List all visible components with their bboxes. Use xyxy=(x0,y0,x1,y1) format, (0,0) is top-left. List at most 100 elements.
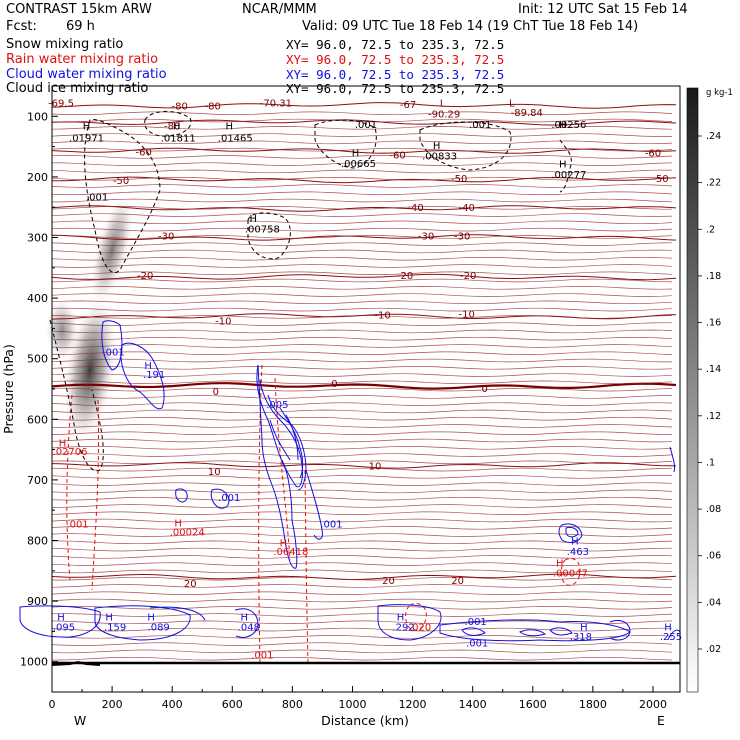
isotherm-minor-line xyxy=(51,409,673,414)
isotherm-minor-line xyxy=(51,613,673,617)
colorbar-tick-label: .12 xyxy=(706,411,721,422)
x-tick-label: 2000 xyxy=(639,698,667,711)
colorbar-tick-label: .08 xyxy=(706,504,721,515)
isotherm-minor-line xyxy=(51,649,673,654)
colorbar-unit: g kg-1 xyxy=(706,88,733,98)
isotherm-label: L xyxy=(509,98,515,109)
colorbar-ticks: .24 .22 .2 .18 .16 .14 .12 .1 .08 .06 .04 .02 xyxy=(698,131,721,655)
field-xy-cloud-water: XY= 96.0, 72.5 to 235.3, 72.5 xyxy=(286,67,505,82)
extremum-label: .255 xyxy=(660,632,682,643)
x-axis-label: Distance (km) xyxy=(321,713,409,728)
isotherm-minor-line xyxy=(51,416,673,421)
extremum-label: H xyxy=(556,558,564,569)
isotherm-minor-line xyxy=(51,133,673,137)
extremum-label: H xyxy=(144,361,152,372)
y-tick-label: 700 xyxy=(27,474,48,487)
isotherm-label: -50 xyxy=(113,176,129,187)
isotherm-minor-line xyxy=(51,264,673,268)
extremum-label: H xyxy=(173,121,181,132)
x-tick-label: 1800 xyxy=(579,698,607,711)
isotherm-minor-line xyxy=(51,606,673,610)
colorbar-tick-label: .14 xyxy=(706,364,721,375)
extremum-label: H xyxy=(59,438,67,449)
extremum-label: .001 xyxy=(66,520,88,531)
field-xy-cloud-ice: XY= 96.0, 72.5 to 235.3, 72.5 xyxy=(286,81,505,96)
isotherm-line xyxy=(51,273,677,281)
x-right-label: E xyxy=(657,713,665,728)
isotherm-label: -70.31 xyxy=(260,98,292,109)
extremum-label: H xyxy=(280,538,288,549)
extremum-label: .001 xyxy=(469,120,491,131)
colorbar-tick-label: .1 xyxy=(706,457,715,468)
x-tick-label: 400 xyxy=(162,698,183,711)
center-label: NCAR/MMM xyxy=(242,2,317,17)
extremum-label: H xyxy=(250,214,258,225)
isotherm-label: -69.5 xyxy=(48,98,74,109)
colorbar-tick-label: .22 xyxy=(706,178,721,189)
colorbar-tick-label: .2 xyxy=(706,224,715,235)
x-tick-label: 200 xyxy=(102,698,123,711)
isotherm-minor-line xyxy=(51,591,673,595)
y-tick-label: 200 xyxy=(27,171,48,184)
isotherm-minor-line xyxy=(51,344,673,348)
colorbar-tick-label: .24 xyxy=(706,131,721,142)
isotherm-label: -90.29 xyxy=(428,109,460,120)
x-left-label: W xyxy=(74,713,86,728)
extremum-label: .001 xyxy=(86,192,108,203)
extremum-label: H xyxy=(664,623,672,634)
extremum-label: .001 xyxy=(355,120,377,131)
isotherm-label: -80 xyxy=(172,101,188,112)
isotherm-minor-line xyxy=(51,329,673,334)
isotherm-minor-line xyxy=(52,198,673,203)
isotherm-minor-line xyxy=(51,467,673,472)
y-tick-label: 1000 xyxy=(20,656,48,669)
isotherm-line xyxy=(51,382,677,390)
isotherm-label: 0 xyxy=(331,379,337,390)
colorbar-tick-label: .04 xyxy=(706,597,721,608)
isotherm-label: -10 xyxy=(458,309,474,320)
isotherm-label: -80 xyxy=(205,101,221,112)
x-tick-label: 800 xyxy=(282,698,303,711)
isotherm-minor-line xyxy=(51,395,673,399)
isotherm-label: -20 xyxy=(460,271,476,282)
isotherm-minor-line xyxy=(51,489,673,494)
isotherm-minor-line xyxy=(51,206,672,210)
isotherm-label: -30 xyxy=(418,232,434,243)
isotherm-minor-line xyxy=(51,402,673,406)
isotherm-minor-line xyxy=(51,482,673,486)
isotherm-minor-line xyxy=(51,366,673,370)
isotherm-minor-line xyxy=(51,256,673,261)
extremum-label: H xyxy=(241,612,249,623)
valid-time: Valid: 09 UTC Tue 18 Feb 14 (19 ChT Tue … xyxy=(302,19,639,34)
extremum-label: .06418 xyxy=(273,547,308,558)
extremum-label: .001 xyxy=(466,638,488,649)
fcst-value: 69 h xyxy=(66,19,95,34)
cloud-ice-contours xyxy=(49,111,572,472)
extremum-label: .005 xyxy=(266,400,288,411)
isotherm-minor-line xyxy=(51,547,673,552)
cloud-water-contours xyxy=(19,320,681,642)
extremum-label: H xyxy=(226,121,234,132)
isotherm-minor-line xyxy=(51,627,673,632)
temperature-isotherms xyxy=(51,102,677,661)
isotherm-minor-line xyxy=(51,598,673,603)
isotherm-label: 0 xyxy=(482,384,488,395)
isotherm-minor-line xyxy=(51,140,673,145)
extremum-label: H xyxy=(147,612,155,623)
extremum-label: .00833 xyxy=(422,152,457,163)
x-tick-label: 600 xyxy=(222,698,243,711)
isotherm-label: -10 xyxy=(215,317,231,328)
isotherm-minor-line xyxy=(51,504,673,508)
extremum-label: H xyxy=(571,537,579,548)
isotherm-minor-line xyxy=(51,155,673,159)
isotherm-label: 20 xyxy=(451,576,464,587)
isotherm-label: 10 xyxy=(369,461,382,472)
isotherm-minor-line xyxy=(51,118,673,123)
isotherm-label: -80 xyxy=(164,121,180,132)
isotherm-minor-line xyxy=(51,293,673,297)
colorbar-tick-label: .06 xyxy=(706,551,721,562)
x-tick-label: 0 xyxy=(49,698,56,711)
isotherm-minor-line xyxy=(51,176,673,181)
